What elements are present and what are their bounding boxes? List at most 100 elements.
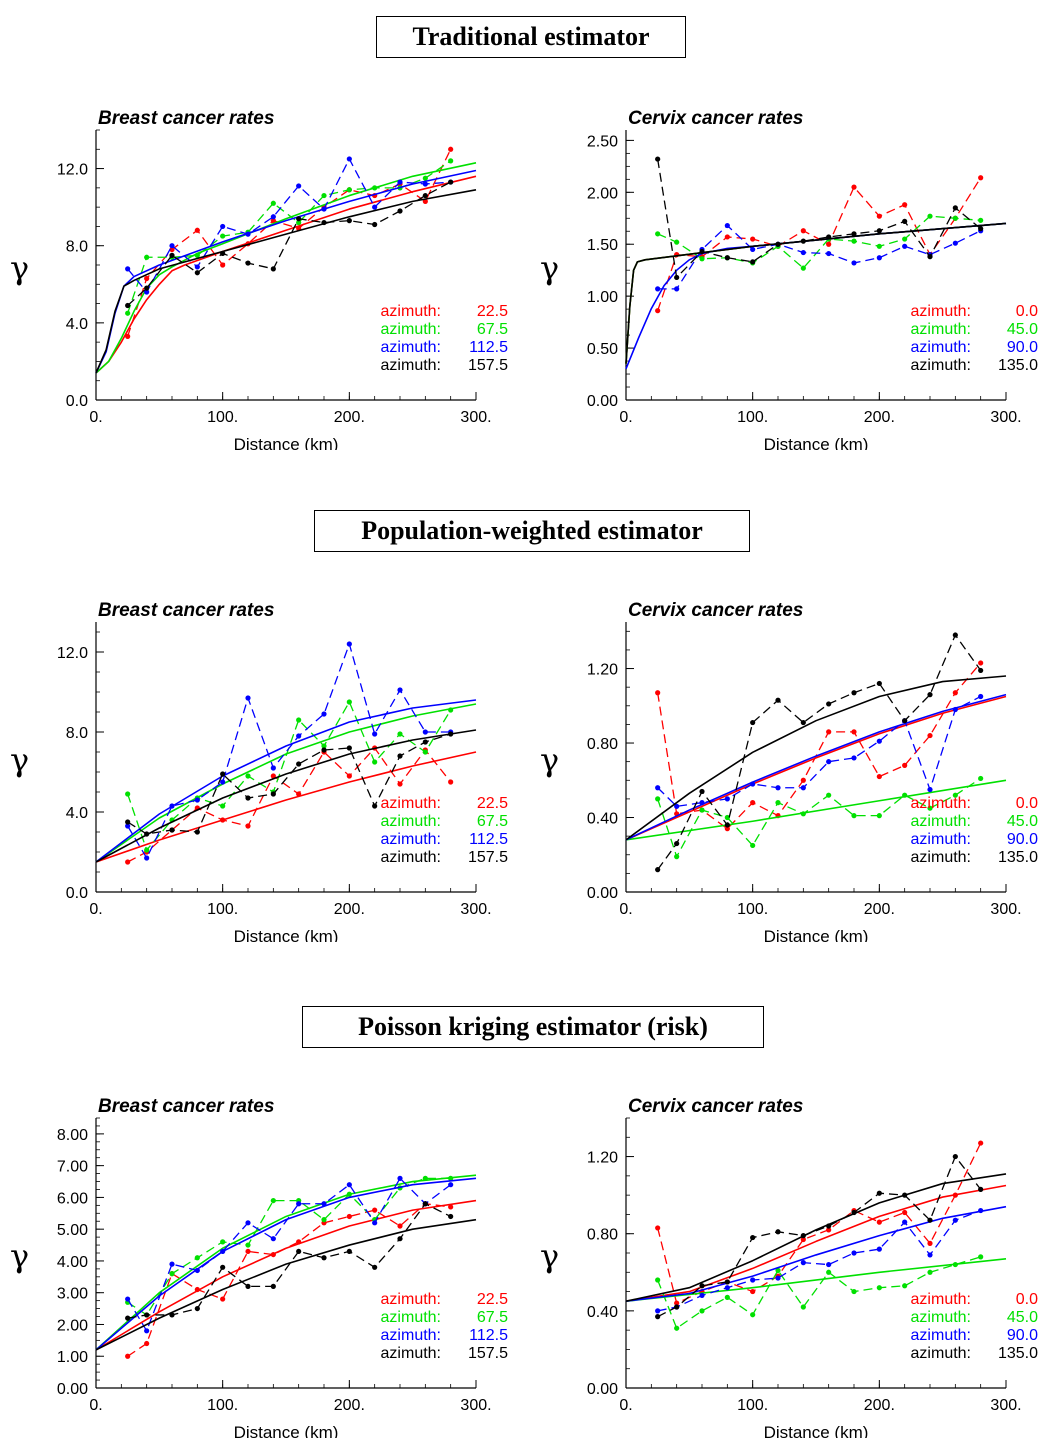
data-point xyxy=(927,805,933,811)
data-point xyxy=(321,192,327,199)
data-point xyxy=(775,1229,781,1235)
data-point xyxy=(876,243,882,249)
legend-label: azimuth: xyxy=(381,813,441,830)
data-point xyxy=(655,1308,661,1314)
x-tick-label: 0. xyxy=(89,901,102,918)
data-point xyxy=(826,1223,832,1229)
data-point xyxy=(125,333,131,339)
data-point xyxy=(927,254,933,260)
data-point xyxy=(927,1269,933,1275)
legend-entry: azimuth: 90.0 xyxy=(911,831,1039,848)
data-point xyxy=(724,814,730,821)
y-axis-label: γ xyxy=(540,741,559,779)
data-point xyxy=(876,255,882,261)
data-point xyxy=(346,773,352,779)
data-point xyxy=(902,1283,908,1289)
x-axis-label: Distance (km) xyxy=(234,1423,339,1438)
data-point xyxy=(397,208,403,214)
data-point xyxy=(346,699,352,705)
data-point xyxy=(674,274,680,281)
data-point xyxy=(826,1269,832,1275)
legend-label: azimuth: xyxy=(911,831,971,848)
x-tick-label: 200. xyxy=(864,1397,895,1414)
data-point xyxy=(826,234,832,240)
data-point xyxy=(372,1207,378,1213)
legend-value: 0.0 xyxy=(1016,303,1038,320)
model-curve xyxy=(625,1205,1007,1303)
data-point xyxy=(422,729,428,735)
data-point xyxy=(655,796,661,802)
data-point xyxy=(245,795,251,801)
legend-value: 22.5 xyxy=(477,795,508,812)
section-title-traditional: Traditional estimator xyxy=(376,16,686,58)
legend-value: 67.5 xyxy=(477,321,508,338)
experimental-line xyxy=(127,1202,451,1319)
legend-label: azimuth: xyxy=(911,1291,971,1308)
y-axis-label: γ xyxy=(10,1237,29,1275)
data-point xyxy=(169,252,175,258)
series-3 xyxy=(625,156,1007,364)
legend-label: azimuth: xyxy=(381,795,441,812)
x-tick-label: 0. xyxy=(619,409,632,426)
experimental-line xyxy=(127,700,452,852)
model-curve xyxy=(625,222,1007,364)
x-axis-label: Distance (km) xyxy=(764,435,869,450)
data-point xyxy=(194,264,200,270)
model-curve xyxy=(95,1174,477,1351)
data-point xyxy=(220,1239,226,1245)
legend-entry: azimuth: 112.5 xyxy=(381,831,509,848)
x-axis-label: Distance (km) xyxy=(234,927,339,942)
y-tick-label: 0.40 xyxy=(587,1304,618,1321)
data-point xyxy=(220,1248,226,1255)
data-point xyxy=(245,1220,251,1226)
data-point xyxy=(372,1264,378,1270)
data-point xyxy=(902,792,908,798)
data-point xyxy=(775,785,781,791)
x-axis-label: Distance (km) xyxy=(764,927,869,942)
data-point xyxy=(125,310,131,316)
legend-label: azimuth: xyxy=(911,813,971,830)
series-3 xyxy=(625,1153,1007,1320)
experimental-line xyxy=(657,1256,981,1330)
legend-entry: azimuth: 90.0 xyxy=(911,339,1039,356)
data-point xyxy=(169,827,175,833)
y-tick-label: 4.00 xyxy=(57,1254,88,1271)
legend-entry: azimuth: 0.0 xyxy=(911,303,1039,320)
data-point xyxy=(800,785,806,791)
data-point xyxy=(270,218,276,224)
data-point xyxy=(346,218,352,224)
data-point xyxy=(674,1304,680,1310)
data-point xyxy=(372,185,378,191)
data-point xyxy=(902,202,908,208)
y-tick-label: 0.00 xyxy=(57,1381,88,1398)
y-tick-label: 0.00 xyxy=(587,885,618,902)
series-3 xyxy=(95,179,477,374)
legend-value: 112.5 xyxy=(469,831,508,848)
data-point xyxy=(952,1192,958,1198)
series-1 xyxy=(95,699,477,863)
data-point xyxy=(750,259,756,265)
chart-pop-breast: Breast cancer rates γ 0.0 4.0 8.0 12.0 0. 100. 2… xyxy=(10,600,508,942)
experimental-line xyxy=(657,158,982,279)
legend-label: azimuth: xyxy=(381,849,441,866)
data-point xyxy=(125,266,131,272)
data-point xyxy=(952,632,958,638)
data-point xyxy=(346,641,352,647)
data-point xyxy=(978,1140,984,1146)
data-point xyxy=(699,256,705,262)
data-point xyxy=(978,775,984,782)
data-point xyxy=(270,773,276,779)
series-1 xyxy=(625,775,1007,860)
x-tick-label: 100. xyxy=(737,901,768,918)
data-point xyxy=(270,1251,276,1258)
legend-value: 112.5 xyxy=(469,1327,508,1344)
data-point xyxy=(346,1191,352,1197)
data-point xyxy=(397,1175,403,1181)
data-point xyxy=(270,1283,276,1289)
y-tick-label: 0.80 xyxy=(587,1227,618,1244)
legend-entry: azimuth: 22.5 xyxy=(381,795,509,812)
model-curve xyxy=(95,162,477,374)
y-tick-label: 0.40 xyxy=(587,811,618,828)
data-point xyxy=(699,248,705,255)
data-point xyxy=(978,226,984,232)
